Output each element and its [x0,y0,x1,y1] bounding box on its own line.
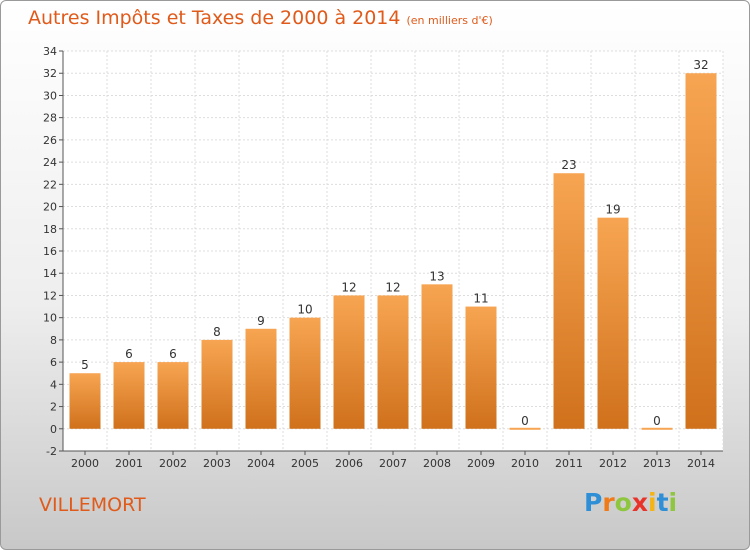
y-tick-label: 24 [43,156,57,169]
bar-value-label: 23 [561,158,576,172]
bar-value-label: 0 [521,414,529,428]
y-tick-label: 18 [43,223,57,236]
y-tick-label: 34 [43,45,57,58]
bar [509,427,541,430]
chart-title: Autres Impôts et Taxes de 2000 à 2014 (en… [28,7,493,29]
bar [553,173,585,429]
logo-letter: i [668,488,678,517]
bar-value-label: 12 [385,280,400,294]
bar-value-label: 10 [297,303,312,317]
y-tick-label: 26 [43,134,57,147]
bar [333,295,365,429]
bar [685,73,717,429]
y-tick-label: 2 [50,401,57,414]
y-tick-label: 30 [43,89,57,102]
bar [69,373,101,429]
brand-logo: Proxiti [584,488,677,517]
bar-value-label: 12 [341,280,356,294]
x-tick-label: 2014 [687,457,715,470]
unit-label: (en milliers d'€) [406,14,493,27]
bar [157,362,189,429]
bar-value-label: 9 [257,314,265,328]
title-text: Autres Impôts et Taxes de 2000 à 2014 [28,7,401,29]
y-tick-label: 20 [43,201,57,214]
bar-value-label: 6 [125,347,133,361]
x-tick-label: 2007 [379,457,407,470]
x-tick-label: 2002 [159,457,187,470]
y-tick-label: 16 [43,245,57,258]
logo-letter: x [631,488,648,517]
bar-value-label: 8 [213,325,221,339]
x-tick-label: 2005 [291,457,319,470]
bar-value-label: 6 [169,347,177,361]
bar [641,427,673,430]
y-tick-label: 12 [43,289,57,302]
bar [201,339,233,429]
bar-value-label: 19 [605,203,620,217]
x-tick-label: 2013 [643,457,671,470]
x-tick-label: 2012 [599,457,627,470]
x-tick-label: 2003 [203,457,231,470]
bar-value-label: 13 [429,269,444,283]
y-tick-label: 10 [43,312,57,325]
x-tick-label: 2004 [247,457,275,470]
x-tick-label: 2006 [335,457,363,470]
x-tick-label: 2011 [555,457,583,470]
bar [421,284,453,429]
bar [465,306,497,429]
bar [113,362,145,429]
x-tick-label: 2001 [115,457,143,470]
y-tick-label: 22 [43,178,57,191]
y-tick-label: 14 [43,267,57,280]
y-tick-label: 28 [43,112,57,125]
bar [597,217,629,429]
y-tick-label: -2 [46,445,57,458]
bar [289,317,321,429]
bar [377,295,409,429]
logo-letter: i [648,488,657,517]
y-tick-label: 8 [50,334,57,347]
y-tick-label: 32 [43,67,57,80]
bar-value-label: 11 [473,292,488,306]
x-tick-label: 2000 [71,457,99,470]
logo-letter: r [602,488,615,517]
y-tick-label: 0 [50,423,57,436]
bar [245,328,277,429]
location-label: VILLEMORT [39,494,146,516]
x-tick-label: 2009 [467,457,495,470]
x-tick-label: 2008 [423,457,451,470]
y-tick-label: 4 [50,378,57,391]
bar-value-label: 32 [693,58,708,72]
bar-value-label: 0 [653,414,661,428]
y-tick-label: 6 [50,356,57,369]
bar-value-label: 5 [81,358,89,372]
logo-letter: o [614,488,632,517]
logo-letter: P [584,488,603,517]
logo-letter: t [656,488,669,517]
x-tick-label: 2010 [511,457,539,470]
